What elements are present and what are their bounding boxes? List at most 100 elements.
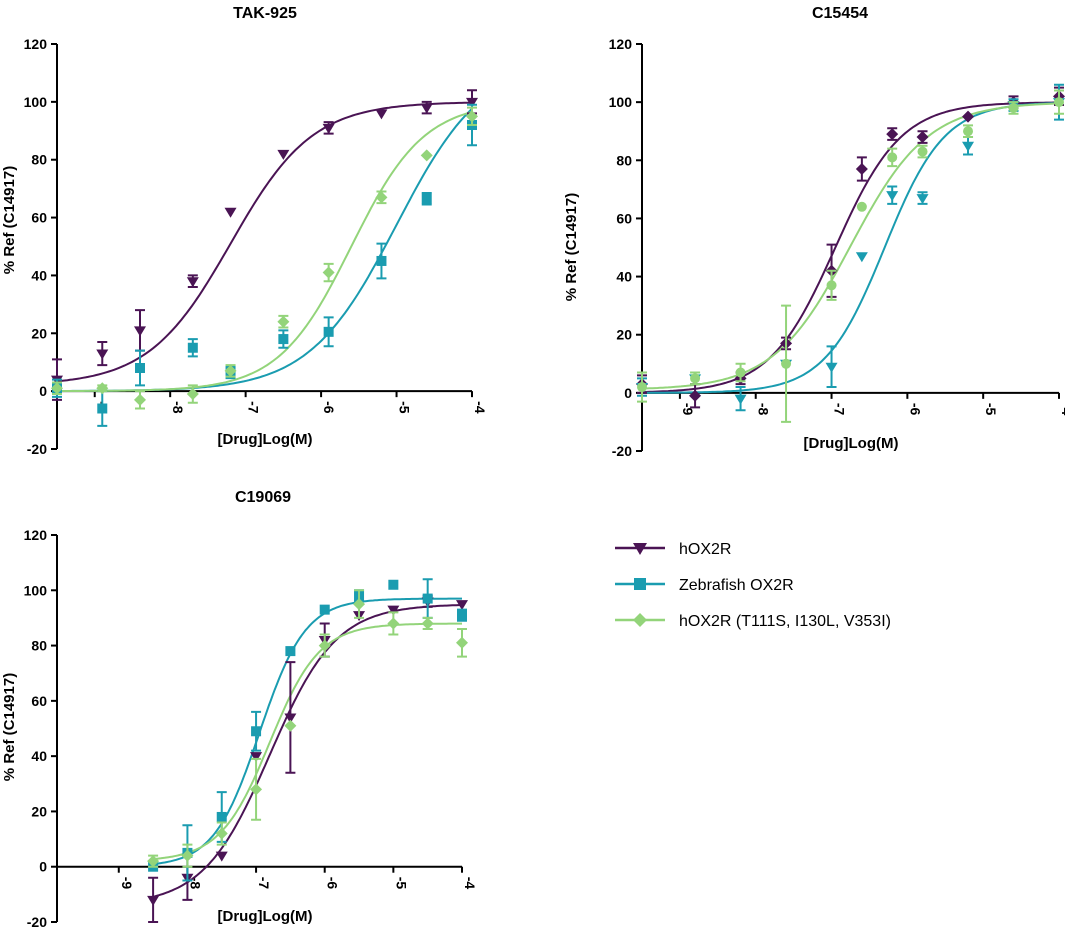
chart-title: C19069 <box>235 489 291 506</box>
data-point <box>734 394 747 405</box>
y-tick-label: 120 <box>609 36 633 52</box>
legend-item-hox2r: hOX2R <box>615 541 731 558</box>
data-point <box>637 382 647 393</box>
data-point <box>1008 102 1019 113</box>
data-point <box>285 646 296 657</box>
data-point <box>855 163 868 176</box>
data-point <box>147 895 160 906</box>
data-point <box>962 141 975 152</box>
data-point <box>278 334 289 345</box>
x-axis-title: [Drug]Log(M) <box>218 431 313 448</box>
fit-curve <box>152 597 462 866</box>
y-tick-label: 40 <box>31 267 47 283</box>
data-point <box>855 252 868 263</box>
chart-title: C15454 <box>812 5 868 22</box>
y-tick-label: 100 <box>609 94 633 110</box>
data-point <box>250 752 263 763</box>
y-tick-label: 20 <box>31 803 47 819</box>
x-tick-label: -8 <box>170 401 186 414</box>
data-point <box>457 610 467 621</box>
x-tick-label: -6 <box>321 401 337 414</box>
data-point <box>387 605 400 616</box>
data-point <box>420 103 433 114</box>
data-point <box>96 349 109 360</box>
x-tick-label: -9 <box>680 403 696 416</box>
data-point <box>422 593 433 604</box>
y-axis-title: % Ref (C14917) <box>563 193 580 301</box>
fit-curve <box>642 101 1059 393</box>
data-point <box>134 326 146 337</box>
x-tick-label: -6 <box>907 403 923 416</box>
chart-c19069: C19069 % Ref (C14917) [Drug]Log(M) -20 0 2… <box>1 489 478 930</box>
data-point <box>856 201 867 212</box>
legend-label: hOX2R <box>679 541 731 558</box>
data-point <box>322 123 335 134</box>
data-point <box>466 97 478 108</box>
data-point <box>917 146 928 157</box>
data-point <box>215 827 228 840</box>
data-point <box>322 266 335 279</box>
y-tick-label: -20 <box>612 443 632 459</box>
fit-curve <box>56 111 473 393</box>
x-tick-label: -7 <box>832 403 848 416</box>
data-point <box>962 110 975 123</box>
data-point <box>916 131 929 144</box>
data-point <box>1054 97 1064 108</box>
data-point <box>277 315 290 328</box>
fit-curve <box>153 622 462 860</box>
data-point <box>420 149 433 162</box>
data-point <box>887 152 898 163</box>
data-point <box>375 109 388 120</box>
x-tick-label: -7 <box>246 401 262 414</box>
data-point <box>916 194 929 205</box>
data-point <box>224 207 237 218</box>
y-tick-label: 60 <box>31 693 47 709</box>
y-tick-label: 0 <box>624 385 632 401</box>
data-point <box>284 719 297 732</box>
y-tick-label: 20 <box>31 325 47 341</box>
chart-title: TAK-925 <box>233 5 297 22</box>
legend: hOX2R Zebrafish OX2R hOX2R (T111S, I130L… <box>615 541 891 630</box>
data-point <box>690 373 701 384</box>
x-tick-label: -5 <box>397 401 413 414</box>
data-point <box>323 326 334 337</box>
x-axis-title: [Drug]Log(M) <box>218 908 313 925</box>
x-tick-label: -9 <box>119 877 135 890</box>
fit-curve <box>152 604 463 898</box>
x-tick-label: -8 <box>756 403 772 416</box>
data-point <box>216 811 227 822</box>
x-tick-label: -4 <box>462 877 478 890</box>
y-tick-label: 40 <box>31 748 47 764</box>
x-tick-label: -7 <box>256 877 272 890</box>
y-tick-label: 0 <box>39 859 47 875</box>
data-point <box>224 364 237 377</box>
legend-label: hOX2R (T111S, I130L, V353I) <box>679 613 891 630</box>
data-point <box>376 255 387 266</box>
data-point <box>181 849 194 862</box>
data-point <box>421 617 434 630</box>
data-point <box>277 149 290 160</box>
y-tick-label: 20 <box>616 327 632 343</box>
y-tick-label: 120 <box>24 527 48 543</box>
y-tick-label: 80 <box>616 152 632 168</box>
legend-item-mutant: hOX2R (T111S, I130L, V353I) <box>615 613 891 630</box>
data-point <box>318 639 331 652</box>
x-axis-title: [Drug]Log(M) <box>804 435 899 452</box>
data-point <box>388 579 399 590</box>
y-tick-label: 60 <box>616 210 632 226</box>
data-point <box>250 783 263 796</box>
data-point <box>135 363 145 373</box>
y-tick-label: 0 <box>39 383 47 399</box>
data-point <box>735 367 746 378</box>
y-tick-label: 80 <box>31 152 47 168</box>
x-tick-label: -5 <box>393 877 409 890</box>
y-tick-label: 80 <box>31 638 47 654</box>
x-tick-label: -4 <box>472 401 488 414</box>
data-point <box>187 342 198 353</box>
legend-label: Zebrafish OX2R <box>679 577 794 594</box>
data-point <box>134 393 146 406</box>
data-point <box>456 636 468 649</box>
y-tick-label: -20 <box>27 914 47 930</box>
x-tick-label: -6 <box>325 877 341 890</box>
